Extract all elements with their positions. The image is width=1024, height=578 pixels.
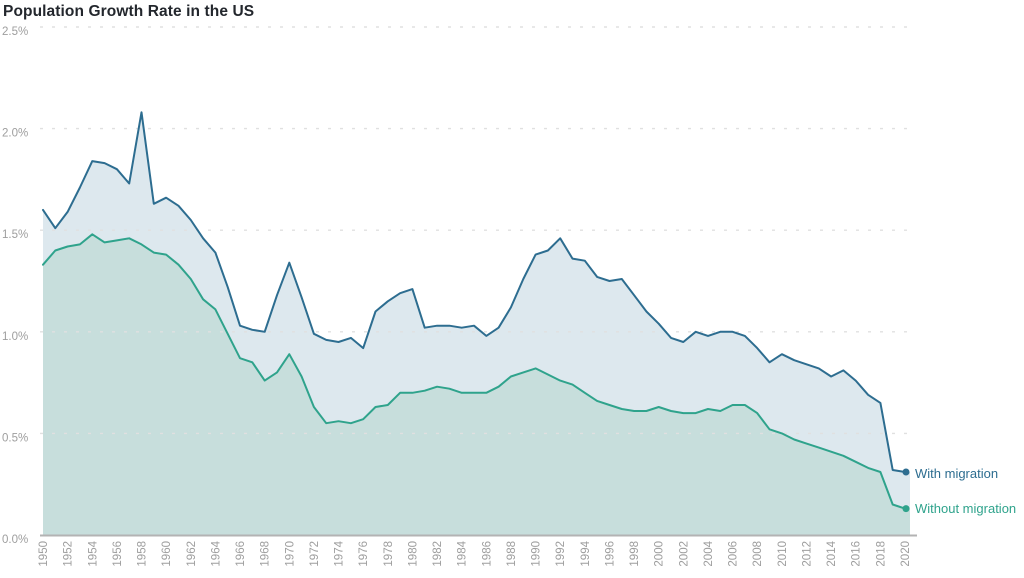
x-tick-label: 2006 [728, 541, 740, 567]
x-tick-label: 1996 [605, 541, 617, 567]
x-tick-label: 1974 [334, 540, 346, 566]
x-tick-label: 1988 [506, 541, 518, 567]
x-tick-label: 1978 [383, 541, 395, 567]
y-tick-label: 2.0% [2, 128, 28, 140]
x-axis-labels: 1950 1952 1954 1956 1958 1960 1962 1964 1966 1968… [38, 540, 912, 566]
x-tick-label: 2004 [703, 540, 715, 566]
y-tick-label: 1.5% [2, 229, 28, 241]
x-tick-label: 1952 [63, 541, 75, 567]
x-tick-label: 2010 [777, 541, 789, 567]
x-tick-label: 1956 [112, 541, 124, 567]
x-tick-label: 1964 [210, 540, 222, 566]
line-without-migration [42, 233, 906, 510]
x-tick-label: 2014 [826, 540, 838, 566]
x-tick-label: 1986 [481, 541, 493, 567]
line-with-migration [42, 111, 906, 473]
x-tick-label: 1992 [555, 541, 567, 567]
y-gridlines [40, 26, 916, 435]
x-tick-label: 1962 [186, 541, 198, 567]
y-axis-labels: 0.0% 0.5% 1.0% 1.5% 2.0% 2.5% [2, 26, 28, 546]
x-tick-label: 2018 [875, 541, 887, 567]
x-tick-label: 2002 [678, 541, 690, 567]
y-tick-label: 2.5% [2, 26, 28, 38]
end-dot-without-migration [902, 505, 910, 513]
x-tick-label: 1958 [137, 541, 149, 567]
x-tick-label: 1954 [87, 540, 99, 566]
x-tick-label: 2000 [654, 541, 666, 567]
y-tick-label: 1.0% [2, 331, 28, 343]
y-tick-label: 0.0% [2, 534, 28, 546]
series-areas [43, 112, 910, 536]
x-tick-label: 1950 [38, 541, 50, 567]
x-tick-label: 2012 [802, 541, 814, 567]
x-tick-label: 2020 [900, 541, 912, 567]
x-tick-label: 1976 [358, 541, 370, 567]
legend-without-migration: Without migration [915, 501, 1017, 516]
x-tick-label: 1998 [629, 541, 641, 567]
x-tick-label: 1980 [407, 541, 419, 567]
x-tick-label: 1968 [260, 541, 272, 567]
series-lines [42, 111, 910, 513]
x-tick-label: 1994 [580, 540, 592, 566]
x-tick-label: 1984 [457, 540, 469, 566]
legend-with-migration: With migration [915, 466, 999, 481]
end-dot-with-migration [902, 468, 910, 476]
x-tick-label: 1982 [432, 541, 444, 567]
y-tick-label: 0.5% [2, 432, 28, 444]
area-without-migration [43, 234, 910, 536]
chart-title: Population Growth Rate in the US [3, 3, 255, 20]
x-tick-label: 1972 [309, 541, 321, 567]
x-tick-label: 2008 [752, 541, 764, 567]
x-tick-label: 1990 [531, 541, 543, 567]
x-tick-label: 1970 [284, 541, 296, 567]
x-tick-label: 1960 [161, 541, 173, 567]
x-tick-label: 1966 [235, 541, 247, 567]
x-tick-label: 2016 [851, 541, 863, 567]
